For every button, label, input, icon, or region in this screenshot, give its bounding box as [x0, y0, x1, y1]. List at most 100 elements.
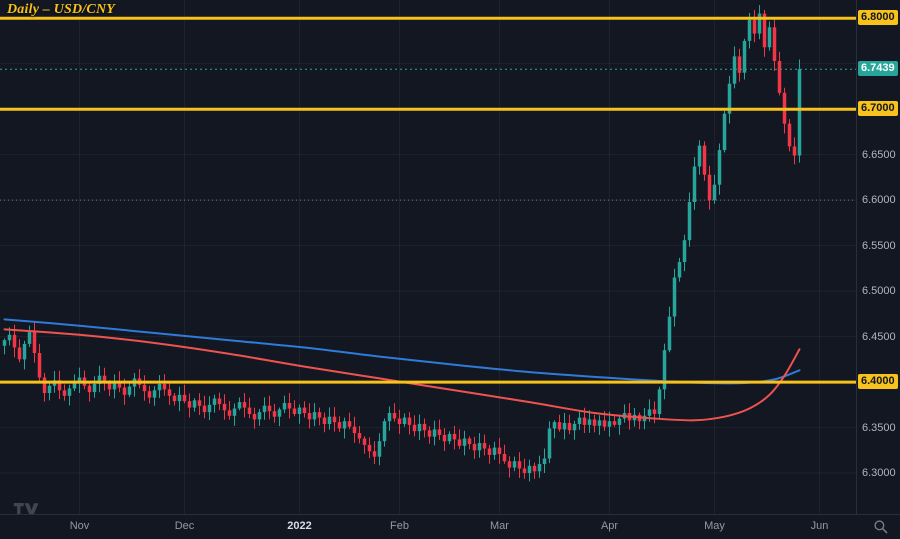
candle — [62, 384, 67, 401]
candle — [697, 140, 702, 175]
candle — [357, 426, 362, 444]
candle — [32, 322, 37, 363]
candle — [132, 373, 137, 397]
candle — [437, 419, 442, 440]
candle — [482, 434, 487, 456]
magnifier-icon[interactable] — [873, 519, 889, 535]
candle — [622, 404, 627, 423]
candle — [532, 462, 537, 479]
candle — [432, 420, 437, 446]
candle — [737, 48, 742, 82]
candle — [272, 403, 277, 423]
candle — [517, 452, 522, 478]
candle — [672, 268, 677, 327]
candle — [192, 398, 197, 412]
ma-red-line — [3, 328, 801, 422]
price-tick-label: 6.5000 — [862, 285, 896, 298]
candle — [472, 436, 477, 459]
candle — [317, 407, 322, 426]
candle — [797, 59, 802, 163]
candle — [332, 407, 337, 432]
candle — [742, 38, 747, 80]
time-axis[interactable]: Nov Dec 2022 Feb Mar Apr May Jun — [0, 514, 900, 539]
candle — [392, 403, 397, 422]
candle — [102, 367, 107, 391]
candle — [552, 420, 557, 439]
candle — [427, 426, 432, 444]
time-tick-label: May — [704, 520, 725, 532]
candle — [752, 10, 757, 43]
candle — [152, 386, 157, 406]
candle — [147, 385, 152, 404]
candle — [687, 192, 692, 247]
price-tick-label: 6.4500 — [862, 330, 896, 343]
candle — [502, 444, 507, 464]
candle — [452, 425, 457, 450]
price-tick-label: 6.6500 — [862, 148, 896, 161]
candle — [537, 455, 542, 478]
candle — [157, 375, 162, 399]
candle — [342, 417, 347, 439]
candle — [212, 394, 217, 413]
candle — [97, 365, 102, 393]
candle — [312, 403, 317, 427]
candle — [292, 400, 297, 417]
candle — [262, 397, 267, 420]
time-tick-label: Apr — [600, 520, 619, 532]
candle — [242, 393, 247, 418]
candle — [592, 414, 597, 433]
candle — [362, 436, 367, 454]
price-axis[interactable]: 6.6500 6.6000 6.5500 6.5000 6.4500 6.3500 6.30… — [856, 0, 900, 514]
candle — [722, 110, 727, 153]
candle — [667, 306, 672, 353]
candle — [87, 383, 92, 402]
candle — [77, 367, 82, 393]
candle — [37, 343, 42, 383]
candle — [467, 436, 472, 450]
candle — [572, 420, 577, 440]
candle — [67, 384, 72, 406]
candle — [127, 382, 132, 398]
candle — [712, 174, 717, 204]
candle — [557, 414, 562, 432]
candle — [617, 414, 622, 435]
price-level-badge[interactable]: 6.8000 — [858, 10, 898, 26]
grid-layer — [0, 0, 856, 514]
candle — [57, 370, 62, 400]
price-level-badge[interactable]: 6.7000 — [858, 101, 898, 117]
candle — [227, 401, 232, 420]
time-tick-label: Jun — [810, 520, 829, 532]
candle — [637, 412, 642, 430]
candle — [487, 444, 492, 464]
candle — [407, 412, 412, 435]
price-tick-label: 6.3000 — [862, 467, 896, 480]
candle — [777, 51, 782, 96]
candle — [232, 403, 237, 426]
price-level-badge[interactable]: 6.4000 — [858, 374, 898, 390]
time-tick-label: Mar — [490, 520, 509, 532]
candle — [412, 415, 417, 437]
candle — [197, 393, 202, 415]
candle — [657, 386, 662, 418]
candle — [297, 404, 302, 424]
candle — [322, 412, 327, 433]
candle — [17, 339, 22, 363]
candle — [732, 46, 737, 89]
candle — [607, 411, 612, 437]
time-tick-label: Dec — [174, 520, 195, 532]
candle — [382, 418, 387, 447]
candle — [402, 413, 407, 427]
candle — [547, 421, 552, 464]
candle — [287, 393, 292, 419]
candle — [387, 406, 392, 431]
candles-canvas[interactable] — [0, 0, 856, 514]
candle — [252, 407, 257, 429]
candle — [597, 415, 602, 435]
candle — [137, 369, 142, 389]
candle — [372, 441, 377, 465]
candle — [167, 382, 172, 405]
price-chart-area[interactable]: Daily – USD/CNY — [0, 0, 856, 516]
level-lines-layer[interactable] — [0, 16, 856, 384]
candle — [417, 414, 422, 440]
candle — [172, 393, 177, 406]
